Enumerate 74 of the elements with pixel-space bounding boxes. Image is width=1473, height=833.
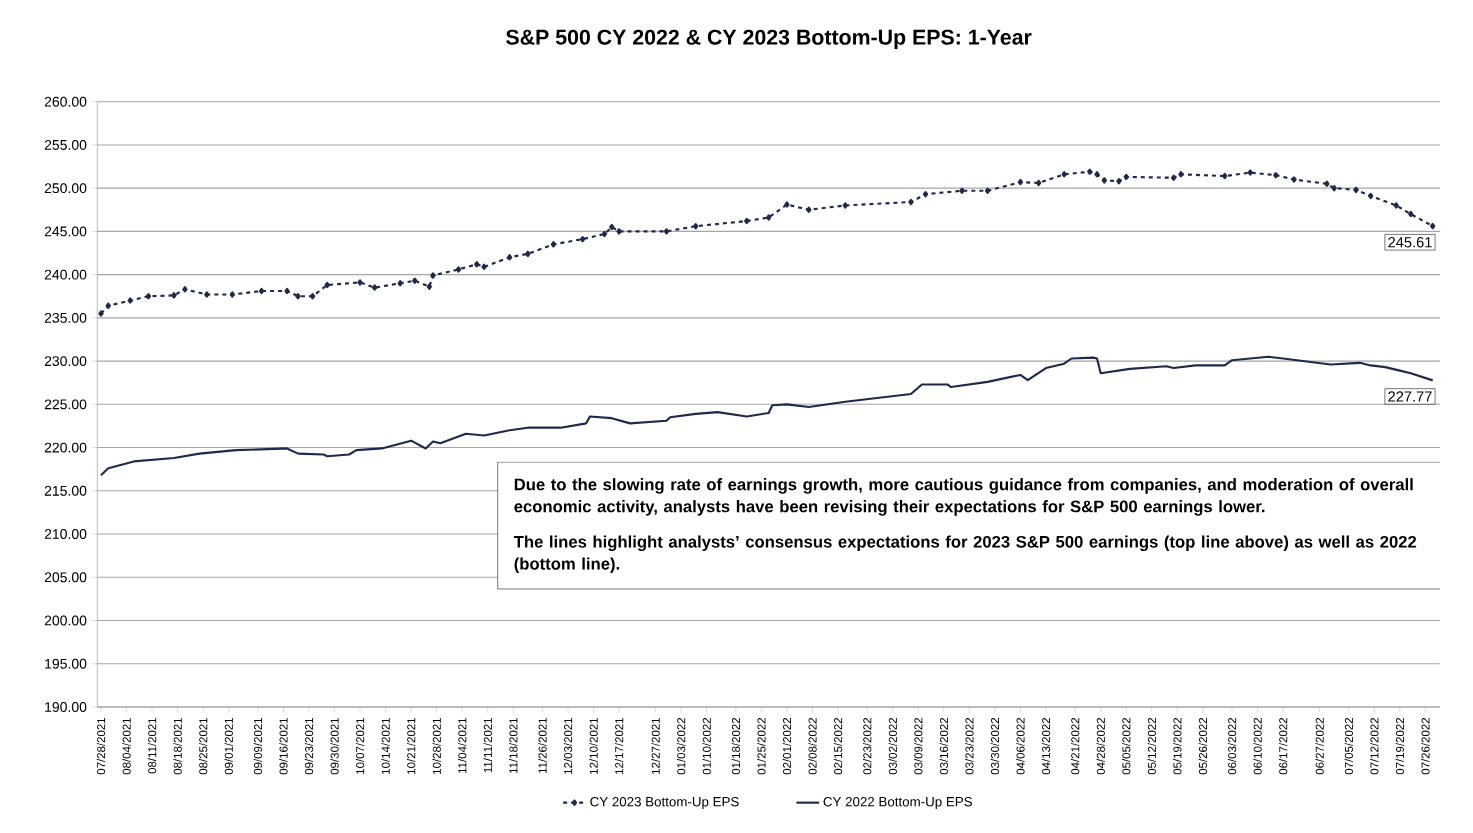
- x-tick-label: 12/03/2021: [563, 717, 573, 774]
- x-tick-label: 07/19/2022: [1395, 718, 1405, 775]
- y-tick-label: 250.00: [44, 183, 87, 194]
- y-tick-label: 215.00: [44, 485, 87, 496]
- x-tick-label: 06/03/2022: [1227, 718, 1237, 775]
- x-tick-label: 07/28/2021: [96, 717, 106, 775]
- x-tick-label: 09/16/2021: [279, 717, 288, 775]
- y-tick-label: 210.00: [44, 529, 87, 540]
- x-tick-label: 06/10/2022: [1253, 718, 1262, 775]
- annotation: 227.77: [1388, 391, 1432, 402]
- y-tick-label: 245.00: [44, 226, 87, 237]
- chart-title: S&P 500 CY 2022 & CY 2023 Bottom-Up EPS: 1-Year: [506, 29, 1032, 49]
- x-tick-label: 09/01/2021: [224, 717, 233, 775]
- x-tick-label: 04/06/2022: [1016, 718, 1025, 775]
- legend-label: CY 2023 Bottom-Up EPS: [590, 796, 739, 810]
- y-tick-label: 205.00: [44, 572, 87, 583]
- x-tick-label: 04/21/2022: [1070, 718, 1080, 775]
- annotation: Due to the slowing rate of earnings growth, more cautious guidance from companies, and moderation of overall economic activity, analysts have been revising their expectations for S&P 500 earnings lower.: [514, 478, 1413, 516]
- x-tick-label: 11/26/2021: [538, 717, 547, 774]
- y-tick-label: 260.00: [44, 96, 87, 107]
- x-tick-label: 07/12/2022: [1370, 718, 1379, 775]
- x-tick-label: 01/03/2022: [676, 718, 686, 775]
- y-tick-label: 190.00: [45, 702, 87, 712]
- x-tick-label: 08/18/2021: [173, 717, 182, 775]
- x-tick-label: 01/25/2022: [757, 718, 766, 775]
- x-tick-label: 09/09/2021: [253, 717, 263, 775]
- x-tick-label: 11/11/2021: [483, 717, 492, 773]
- annotation: 245.61: [1388, 237, 1432, 248]
- x-tick-label: 03/02/2022: [888, 718, 897, 775]
- x-tick-label: 03/23/2022: [965, 718, 974, 775]
- x-tick-label: 09/30/2021: [330, 717, 339, 775]
- x-tick-label: 05/12/2022: [1147, 718, 1156, 775]
- x-tick-label: 12/10/2021: [589, 717, 598, 774]
- y-tick-label: 220.00: [44, 442, 87, 453]
- x-tick-label: 02/15/2022: [833, 718, 843, 775]
- x-tick-label: 05/19/2022: [1173, 718, 1182, 775]
- x-tick-label: 04/28/2022: [1096, 718, 1105, 775]
- x-tick-label: 12/17/2021: [614, 717, 624, 774]
- x-tick-label: 02/08/2022: [808, 718, 817, 775]
- x-tick-label: 10/14/2021: [381, 717, 390, 774]
- x-tick-label: 02/01/2022: [782, 718, 792, 775]
- line-series: [99, 355, 1434, 477]
- y-tick-label: 255.00: [44, 139, 87, 150]
- x-tick-label: 10/28/2021: [432, 717, 441, 774]
- x-tick-label: 03/30/2022: [990, 718, 1000, 775]
- x-tick-label: 03/16/2022: [939, 718, 948, 775]
- x-tick-label: 08/11/2021: [147, 717, 157, 774]
- x-tick-label: 06/17/2022: [1278, 718, 1288, 775]
- y-tick-label: 235.00: [44, 312, 87, 323]
- legend-label: CY 2022 Bottom-Up EPS: [823, 796, 972, 810]
- x-tick-label: 11/04/2021: [457, 717, 467, 774]
- x-tick-label: 05/26/2022: [1198, 718, 1208, 775]
- x-tick-label: 03/09/2022: [914, 718, 923, 775]
- x-tick-label: 06/27/2022: [1315, 718, 1324, 775]
- y-tick-label: 230.00: [44, 356, 87, 367]
- x-tick-label: 02/23/2022: [862, 718, 872, 775]
- x-tick-label: 12/27/2021: [651, 717, 660, 774]
- x-tick-label: 11/18/2021: [509, 717, 518, 774]
- x-tick-label: 09/23/2021: [304, 717, 314, 775]
- annotation: The lines highlight analysts’ consensus expectations for 2023 S&P 500 earnings (top line above) as well as 2022 (bottom line).: [513, 535, 1417, 573]
- x-tick-label: 08/04/2021: [122, 717, 131, 775]
- x-tick-label: 01/10/2022: [702, 718, 711, 775]
- y-tick-label: 200.00: [44, 615, 87, 626]
- y-tick-label: 225.00: [44, 399, 87, 410]
- x-tick-label: 01/18/2022: [731, 718, 741, 775]
- x-tick-label: 07/26/2022: [1421, 718, 1430, 775]
- x-tick-label: 04/13/2022: [1041, 718, 1051, 775]
- x-tick-label: 08/25/2021: [198, 717, 208, 775]
- x-tick-label: 10/07/2021: [355, 717, 365, 774]
- x-tick-label: 10/21/2021: [406, 717, 416, 774]
- y-tick-label: 195.00: [45, 658, 87, 669]
- y-tick-label: 240.00: [44, 269, 87, 280]
- x-tick-label: 05/05/2022: [1122, 718, 1131, 775]
- x-tick-label: 07/05/2022: [1344, 718, 1353, 775]
